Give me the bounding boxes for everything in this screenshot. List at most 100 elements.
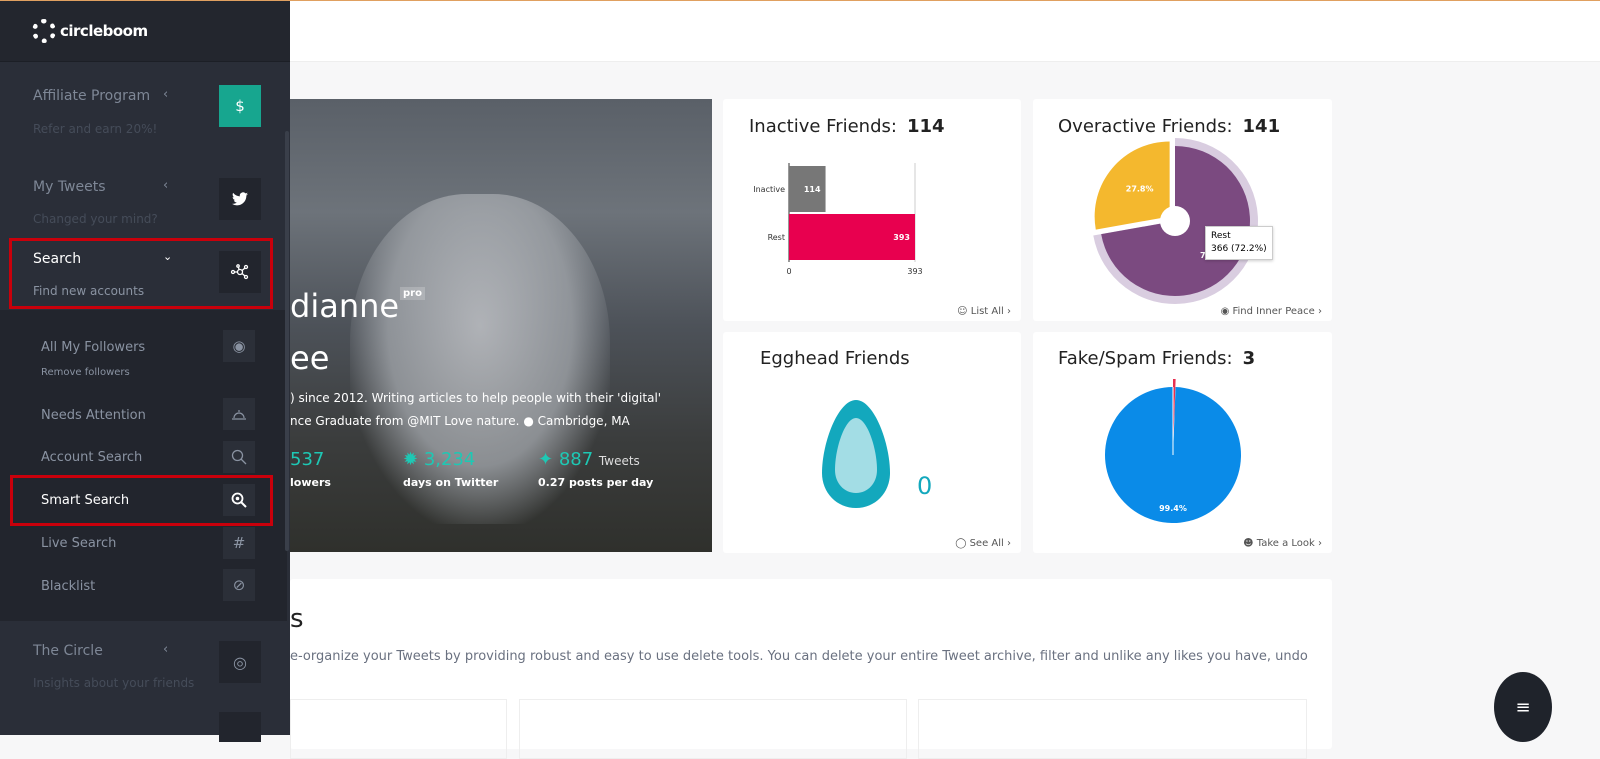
profile-card: dianne pro ee ) since 2012. Writing arti… — [290, 99, 712, 552]
data-label: 393 — [893, 233, 910, 242]
sidebar-next-item-icon[interactable] — [219, 712, 261, 742]
cover-photo — [350, 194, 610, 524]
section-title: Affiliate Program — [33, 88, 151, 104]
submenu-label: Account Search — [41, 450, 143, 465]
sidebar-item-affiliate-program[interactable]: Affiliate Program ‹ Refer and earn 20%! … — [0, 85, 290, 136]
smart-search-icon — [223, 484, 255, 516]
pie-hole — [1160, 206, 1190, 236]
bar-rest — [789, 214, 915, 260]
overactive-pie-chart: 27.8%72.2% — [1093, 138, 1258, 304]
inactive-bar-chart: 114 Inactive 393 Rest 0 393 — [753, 163, 923, 276]
chevron-left-icon: ‹ — [163, 178, 169, 193]
chevron-down-icon: ⌄ — [163, 250, 173, 263]
chart-tooltip: Rest 366 (72.2%) — [1205, 226, 1273, 260]
category-label: Inactive — [753, 185, 785, 194]
pro-badge: pro — [400, 287, 425, 300]
logo[interactable]: circleboom — [0, 1, 290, 62]
chevron-left-icon: ‹ — [163, 87, 169, 102]
highlight-box — [9, 238, 273, 309]
bell-icon — [223, 398, 255, 430]
pie-slice-fake — [1173, 379, 1176, 449]
overactive-friends-card: Overactive Friends:141 27.8%72.2% Rest36… — [1033, 99, 1332, 321]
inactive-friends-card: Inactive Friends: 114 114 Inactive 393 Rest 0… — [723, 99, 1021, 321]
egghead-count: 0 — [917, 472, 933, 500]
section-description: e-organize your Tweets by providing robu… — [290, 649, 1308, 664]
card-title: Egghead Friends — [760, 348, 910, 369]
see-all-link[interactable]: ◯ See All › — [955, 538, 1011, 549]
submenu-label: Live Search — [41, 536, 117, 551]
fake-pie-chart: 99.4% — [1105, 379, 1241, 523]
hamburger-icon: ≡ — [1515, 696, 1531, 718]
search-icon — [223, 441, 255, 473]
tool-card[interactable] — [918, 699, 1307, 759]
egg-icon — [822, 400, 890, 508]
highlight-box — [10, 475, 273, 526]
top-bar — [290, 1, 1600, 62]
x-tick-label: 393 — [907, 267, 922, 276]
eye-icon: ◉ — [223, 330, 255, 362]
posts-per-day: 0.27 posts per day — [538, 476, 654, 489]
target-icon: ◎ — [219, 641, 261, 683]
location-pin-icon: ● — [523, 414, 534, 428]
days-count: 3,234 — [423, 449, 476, 470]
pie-slice-overactive — [1094, 141, 1170, 230]
x-tick-label: 0 — [786, 267, 791, 276]
section-heading: s — [290, 604, 304, 634]
overactive-count: 141 — [1242, 116, 1281, 137]
fake-spam-friends-card: Fake/Spam Friends: 3 99.4% ☻ Take a Look … — [1033, 332, 1332, 553]
days-label: days on Twitter — [403, 476, 499, 489]
bar-inactive — [789, 166, 826, 212]
section-title: The Circle — [33, 643, 103, 659]
ban-icon: ⊘ — [223, 569, 255, 601]
tool-card[interactable] — [519, 699, 907, 759]
profile-bio-line2: nce Graduate from @MIT Love nature. — [290, 414, 520, 428]
sidebar-item-my-tweets[interactable]: My Tweets ‹ Changed your mind? — [0, 177, 290, 227]
top-accent-line — [0, 0, 1600, 1]
card-title: Fake/Spam Friends: 3 — [1058, 348, 1256, 369]
submenu-label: Blacklist — [41, 579, 96, 594]
egghead-friends-card: Egghead Friends 0 ◯ See All › — [723, 332, 1021, 553]
profile-bio: ) since 2012. Writing articles to help p… — [290, 391, 662, 405]
section-subtitle: Refer and earn 20%! — [33, 122, 158, 136]
submenu-label: Smart Search — [41, 493, 130, 508]
section-subtitle: Insights about your friends — [33, 676, 195, 690]
data-label: 99.4% — [1159, 504, 1187, 513]
sidebar-scrollbar[interactable] — [285, 131, 289, 551]
search-submenu: All My Followers Remove followers ◉ Need… — [0, 310, 287, 621]
list-all-link[interactable]: ☺ List All › — [957, 306, 1011, 317]
brand-name: circleboom — [60, 22, 148, 40]
network-icon — [219, 251, 261, 293]
card-title: Overactive Friends: 141 — [1058, 116, 1281, 137]
profile-name-line2: ee — [290, 339, 330, 377]
section-title: My Tweets — [33, 179, 106, 195]
followers-count: 537 — [290, 449, 325, 470]
submenu-label: Needs Attention — [41, 408, 146, 423]
sidebar-item-search[interactable]: Search ⌄ Find new accounts — [0, 248, 290, 298]
sidebar-item-the-circle[interactable]: The Circle ‹ Insights about your friends… — [0, 641, 290, 691]
tool-card[interactable] — [290, 699, 507, 759]
twitter-icon — [219, 178, 261, 220]
take-a-look-link[interactable]: ☻ Take a Look › — [1243, 538, 1322, 549]
profile-name: dianne — [290, 287, 400, 325]
profile-location: Cambridge, MA — [537, 414, 630, 428]
twitter-icon: ✦ — [538, 449, 554, 470]
data-label: 27.8% — [1126, 185, 1154, 194]
circleboom-logo-icon — [32, 19, 56, 43]
submenu-label: All My Followers — [41, 340, 146, 355]
submenu-subtitle: Remove followers — [41, 367, 130, 378]
chevron-left-icon: ‹ — [163, 642, 169, 657]
section-title: Search — [33, 251, 82, 267]
dollar-badge-icon: $ — [219, 85, 261, 127]
followers-label: lowers — [290, 476, 331, 489]
sidebar: circleboom Affiliate Program ‹ Refer and… — [0, 1, 290, 742]
inactive-count: 114 — [906, 116, 945, 137]
section-subtitle: Find new accounts — [33, 284, 145, 298]
find-inner-peace-link[interactable]: ◉ Find Inner Peace › — [1220, 306, 1322, 317]
badge-icon: ✹ — [403, 449, 419, 470]
data-label: 114 — [804, 185, 821, 194]
category-label: Rest — [768, 233, 785, 242]
my-tweets-section: s e-organize your Tweets by providing ro… — [290, 579, 1332, 759]
card-title: Inactive Friends: 114 — [749, 116, 945, 137]
menu-fab-button[interactable]: ≡ — [1494, 672, 1552, 742]
tweets-unit: Tweets — [598, 454, 640, 468]
